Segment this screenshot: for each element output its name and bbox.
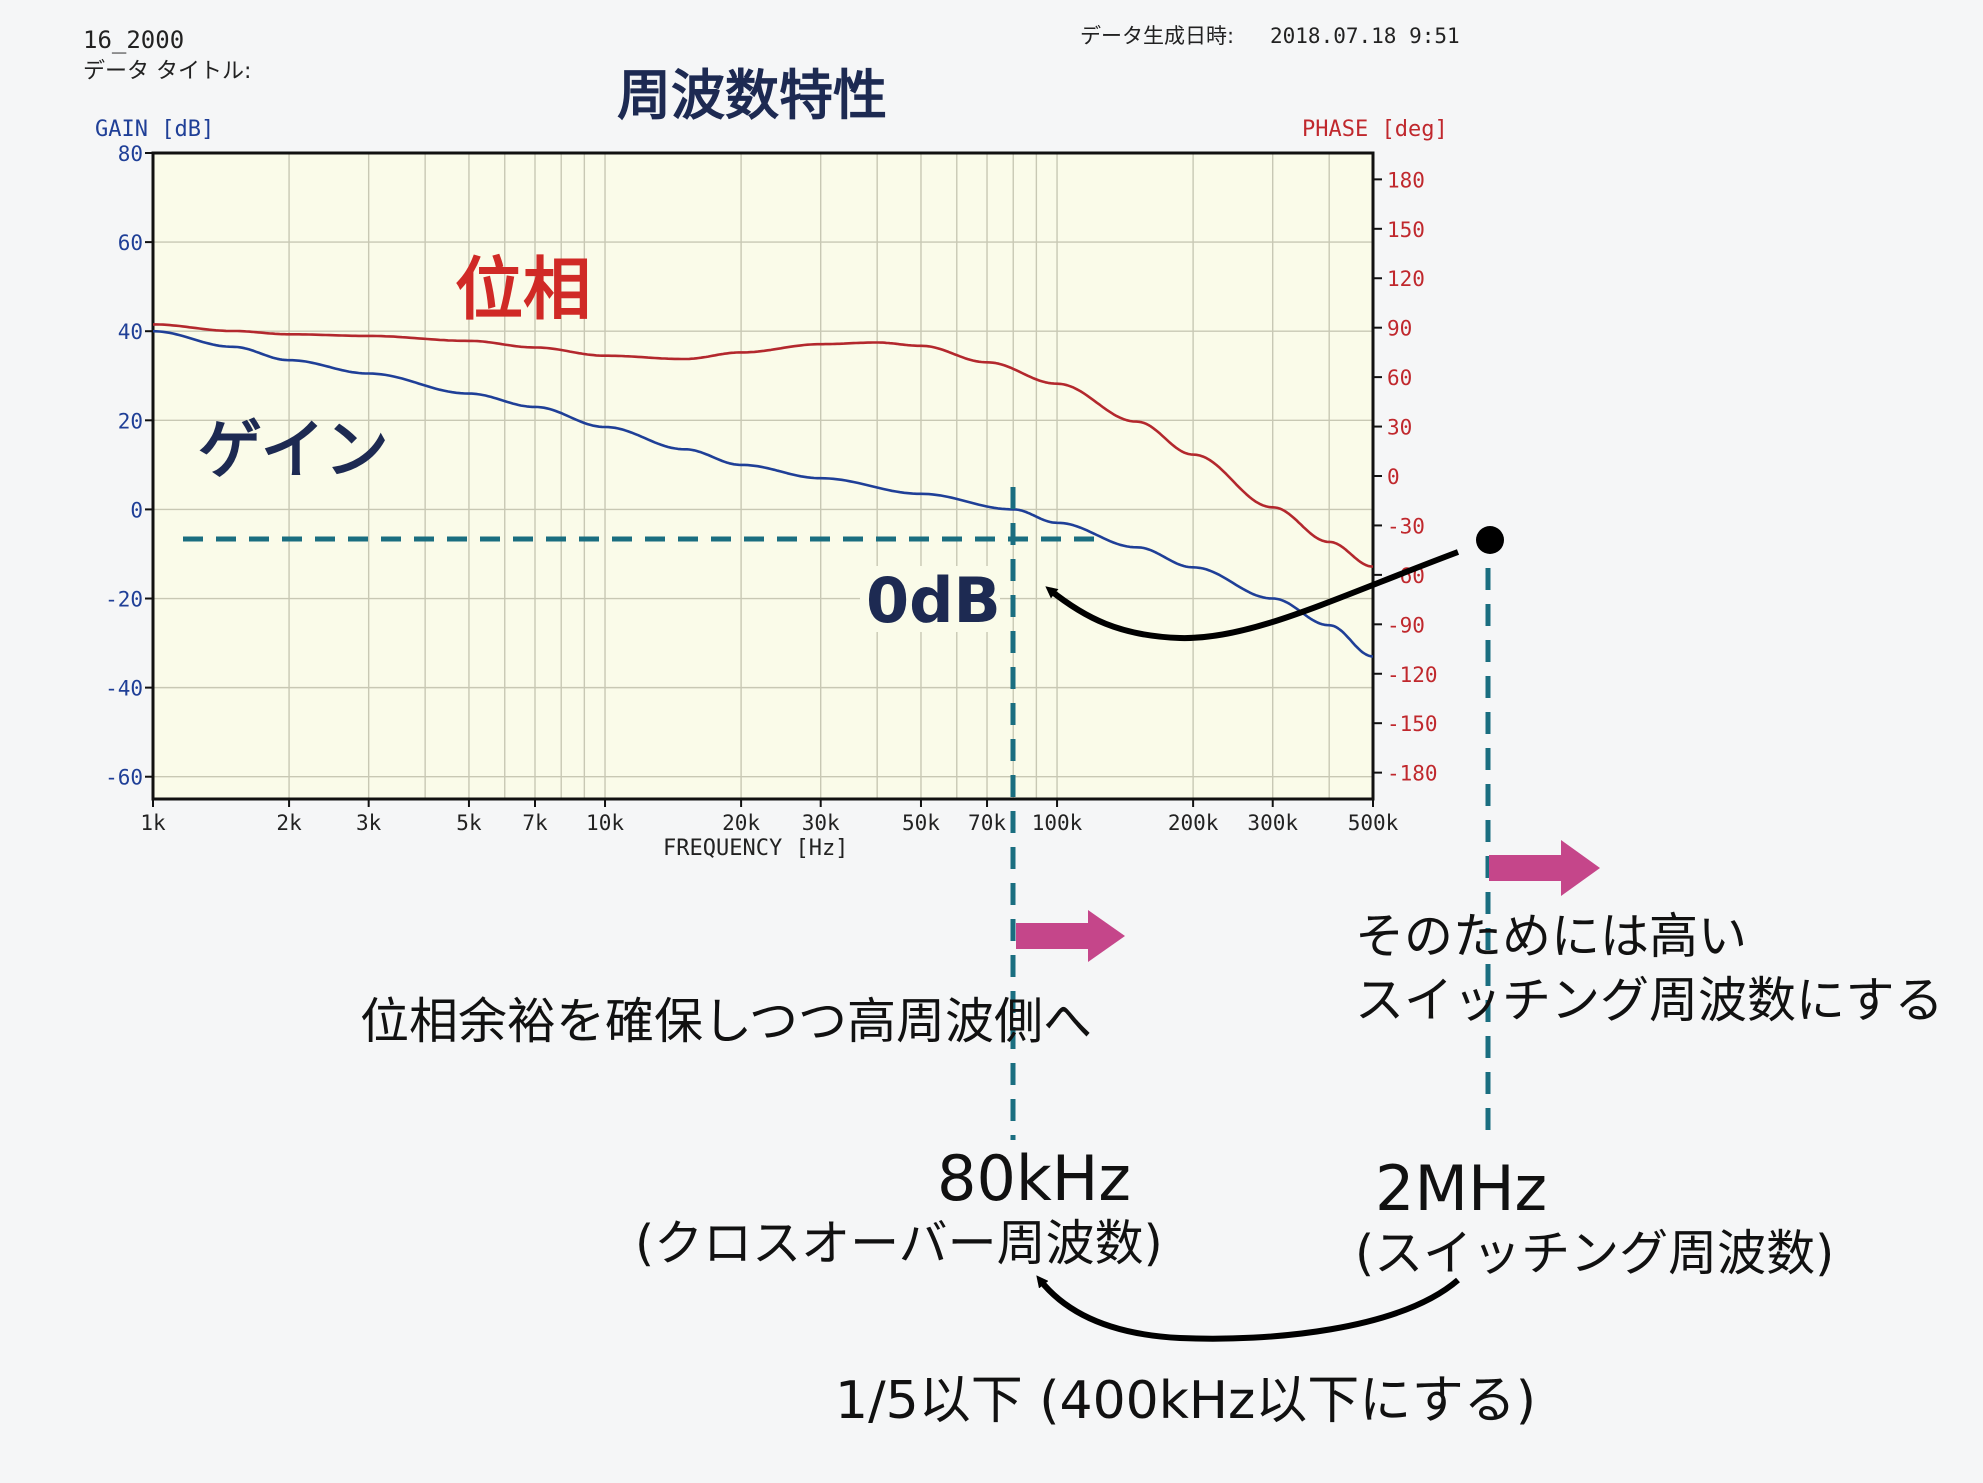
phase-series-label: 位相: [455, 251, 591, 330]
y-left-tick-label: -40: [105, 677, 143, 701]
generated-value: 2018.07.18 9:51: [1270, 24, 1460, 48]
x-tick-label: 2k: [276, 811, 302, 835]
x-tick-label: 7k: [522, 811, 548, 835]
crossover-note: (クロスオーバー周波数): [635, 1215, 1163, 1272]
switching-note: (スイッチング周波数): [1355, 1225, 1834, 1282]
crossover-freq-bg: [930, 1140, 1140, 1212]
ratio-note: 1/5以下 (400kHz以下にする): [835, 1371, 1536, 1431]
chart-title: 周波数特性: [617, 64, 887, 127]
phase-series-line: [153, 323, 1374, 568]
file-id: 16_2000: [83, 26, 184, 54]
series-lines: [152, 323, 1374, 658]
zero-db-label: 0dB: [866, 564, 1001, 637]
high-switching-note-line1: そのためには高い: [1355, 908, 1747, 965]
data-title-label: データ タイトル:: [83, 59, 251, 84]
pink-arrow-crossover: [1016, 910, 1125, 962]
y-left-tick-label: 40: [118, 320, 143, 344]
crossover-freq: 80kHz: [937, 1142, 1131, 1215]
frequency-axis-label: FREQUENCY [Hz]: [663, 836, 848, 861]
x-tick-label: 500k: [1348, 811, 1399, 835]
y-left-tick-label: -60: [105, 766, 143, 790]
phase-margin-note: 位相余裕を確保しつつ高周波側へ: [360, 993, 1092, 1050]
switching-point-dot: [1476, 526, 1504, 554]
y-right-tick-label: 150: [1387, 218, 1425, 242]
x-tick-label: 10k: [586, 811, 624, 835]
x-tick-label: 100k: [1032, 811, 1083, 835]
grid-lines: [152, 152, 1374, 799]
x-tick-label: 5k: [456, 811, 482, 835]
y-left-tick-label: 20: [118, 409, 143, 433]
y-left-tick-label: 60: [118, 231, 143, 255]
zero-db-label-bg: [860, 566, 1000, 632]
y-right-tick-label: -180: [1387, 762, 1438, 786]
axis-ticks: 1k 2k 3k 5k 7k 10k 20k 30k 50k 70k 100k 200k 300k 500…: [105, 142, 1438, 835]
x-tick-label: 1k: [140, 811, 166, 835]
y-left-tick-label: -20: [105, 588, 143, 612]
plot-area: [153, 153, 1373, 799]
curved-arrow-to-crossover: [1045, 549, 1460, 642]
y-right-tick-label: 30: [1387, 416, 1412, 440]
y-left-tick-label: 0: [130, 498, 143, 522]
generated-label: データ生成日時:: [1080, 24, 1234, 48]
x-tick-label: 3k: [356, 811, 382, 835]
y-right-tick-label: -30: [1387, 514, 1425, 538]
x-tick-label: 20k: [722, 811, 760, 835]
y-right-tick-label: -120: [1387, 663, 1438, 687]
y-right-tick-label: 90: [1387, 317, 1412, 341]
y-right-tick-label: 0: [1387, 465, 1400, 489]
x-tick-label: 300k: [1247, 811, 1298, 835]
switching-freq: 2MHz: [1375, 1152, 1547, 1225]
gain-series-label: ゲイン: [198, 414, 389, 488]
gain-axis-label: GAIN [dB]: [95, 117, 214, 142]
x-tick-label: 200k: [1168, 811, 1219, 835]
y-right-tick-label: -150: [1387, 712, 1438, 736]
y-right-tick-label: 180: [1387, 168, 1425, 192]
y-right-tick-label: 60: [1387, 366, 1412, 390]
curved-arrow-ratio: [1036, 1275, 1460, 1342]
pink-arrow-switching: [1489, 840, 1600, 896]
y-left-tick-label: 80: [118, 142, 143, 166]
x-tick-label: 50k: [902, 811, 940, 835]
x-tick-label: 70k: [968, 811, 1006, 835]
high-switching-note-line2: スイッチング周波数にする: [1355, 972, 1944, 1029]
phase-axis-label: PHASE [deg]: [1302, 117, 1448, 142]
y-right-tick-label: 120: [1387, 267, 1425, 291]
y-right-tick-label: -90: [1387, 613, 1425, 637]
x-tick-label: 30k: [802, 811, 840, 835]
gain-series-line: [152, 329, 1374, 658]
switching-freq-bg: [1372, 1148, 1567, 1220]
